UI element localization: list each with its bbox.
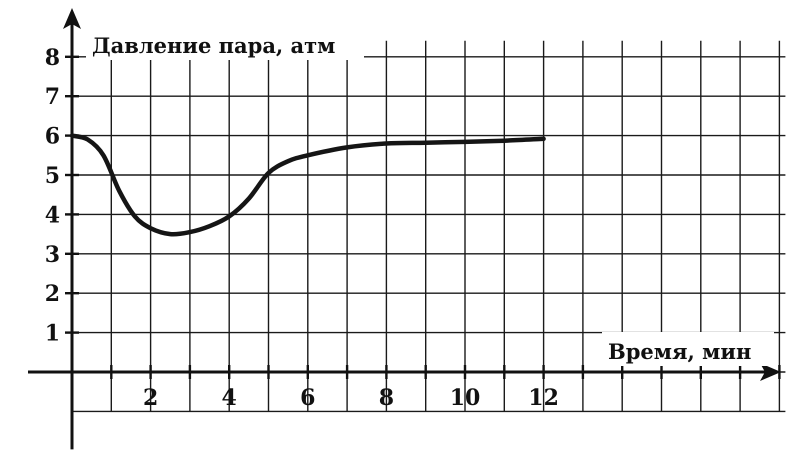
y-tick-label: 1 [45, 321, 60, 347]
x-tick-label: 10 [450, 385, 481, 411]
ticks [65, 55, 781, 379]
x-tick-label: 8 [379, 385, 394, 411]
x-tick-label: 4 [222, 385, 237, 411]
y-tick-label: 6 [45, 124, 60, 150]
y-tick-label: 8 [45, 45, 60, 71]
y-tick-label: 7 [45, 84, 60, 110]
curve-layer [69, 133, 546, 237]
x-axis-title-background [602, 332, 774, 366]
y-axis-title: Давление пара, атм [92, 33, 335, 58]
y-tick-label: 3 [45, 242, 60, 268]
x-tick-label: 2 [143, 385, 158, 411]
x-axis-arrow [760, 363, 781, 381]
y-tick-label: 4 [45, 202, 60, 228]
x-tick-label: 12 [528, 385, 559, 411]
x-tick-label: 6 [300, 385, 315, 411]
y-tick-label: 2 [45, 281, 60, 307]
y-tick-label: 5 [45, 163, 60, 189]
vapor-pressure-curve [69, 133, 546, 237]
y-axis-arrow [63, 8, 81, 29]
axis-titles: Давление пара, атм Время, мин [86, 24, 774, 366]
y-axis-title-background [86, 24, 364, 60]
x-axis-title: Время, мин [608, 339, 751, 364]
axes [28, 8, 781, 450]
